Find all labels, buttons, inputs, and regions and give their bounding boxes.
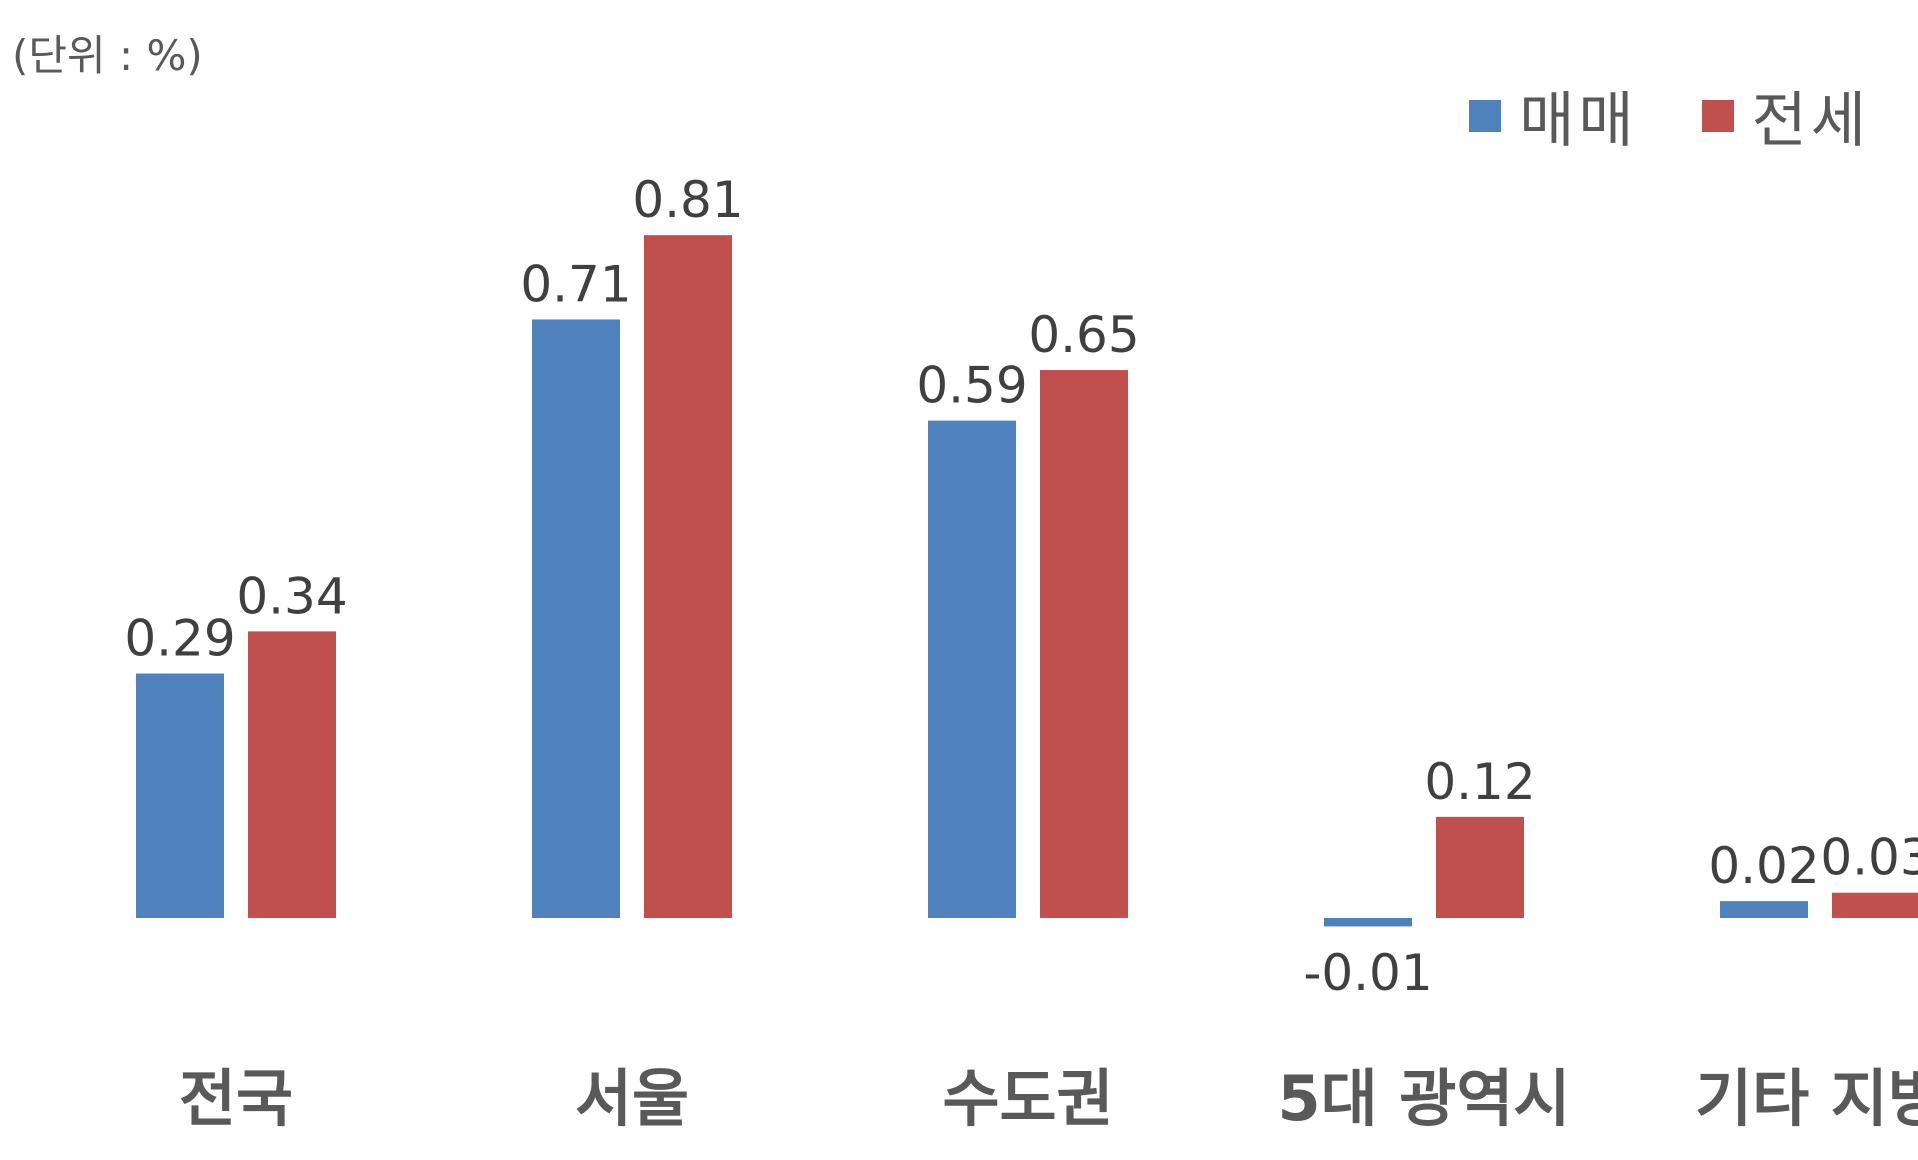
legend-item-series-2: 전세 (1701, 72, 1870, 159)
bar-series-2-cat-1 (248, 631, 336, 918)
data-label-series-1-cat-3: 0.59 (916, 357, 1027, 415)
bar-series-1-cat-5 (1720, 901, 1808, 918)
data-label-series-2-cat-3: 0.65 (1028, 306, 1139, 364)
legend-swatch-series-2 (1701, 99, 1734, 132)
category-label-1: 전국 (179, 1062, 293, 1135)
legend-swatch-series-1 (1469, 99, 1502, 132)
data-label-series-1-cat-4: -0.01 (1303, 944, 1432, 1002)
bar-series-1-cat-3 (928, 420, 1016, 918)
category-label-4: 5대 광역시 (1278, 1062, 1571, 1135)
unit-label: (단위 : %) (12, 31, 203, 80)
data-label-series-1-cat-2: 0.71 (520, 255, 631, 313)
bar-series-2-cat-4 (1436, 816, 1524, 918)
data-label-series-2-cat-5: 0.03 (1820, 829, 1918, 887)
legend-label-series-1: 매매 (1519, 86, 1638, 156)
data-label-series-2-cat-4: 0.12 (1424, 753, 1535, 811)
bar-series-2-cat-2 (644, 235, 732, 919)
bar-series-1-cat-2 (532, 319, 620, 919)
bar-series-2-cat-5 (1832, 892, 1918, 918)
legend-label-series-2: 전세 (1751, 86, 1870, 156)
legend-item-series-1: 매매 (1469, 72, 1637, 159)
category-label-2: 서울 (575, 1062, 689, 1135)
legend: 매매 전세 (1469, 72, 1870, 159)
data-label-series-1-cat-5: 0.02 (1708, 837, 1819, 895)
bar-series-1-cat-4 (1324, 918, 1412, 927)
data-label-series-2-cat-1: 0.34 (236, 567, 347, 625)
category-label-3: 수도권 (942, 1062, 1113, 1135)
category-label-5: 기타 지방 (1695, 1062, 1918, 1135)
bar-series-2-cat-3 (1040, 370, 1128, 918)
bar-series-1-cat-1 (136, 673, 224, 918)
data-label-series-1-cat-1: 0.29 (124, 610, 235, 668)
data-label-series-2-cat-2: 0.81 (632, 171, 743, 229)
